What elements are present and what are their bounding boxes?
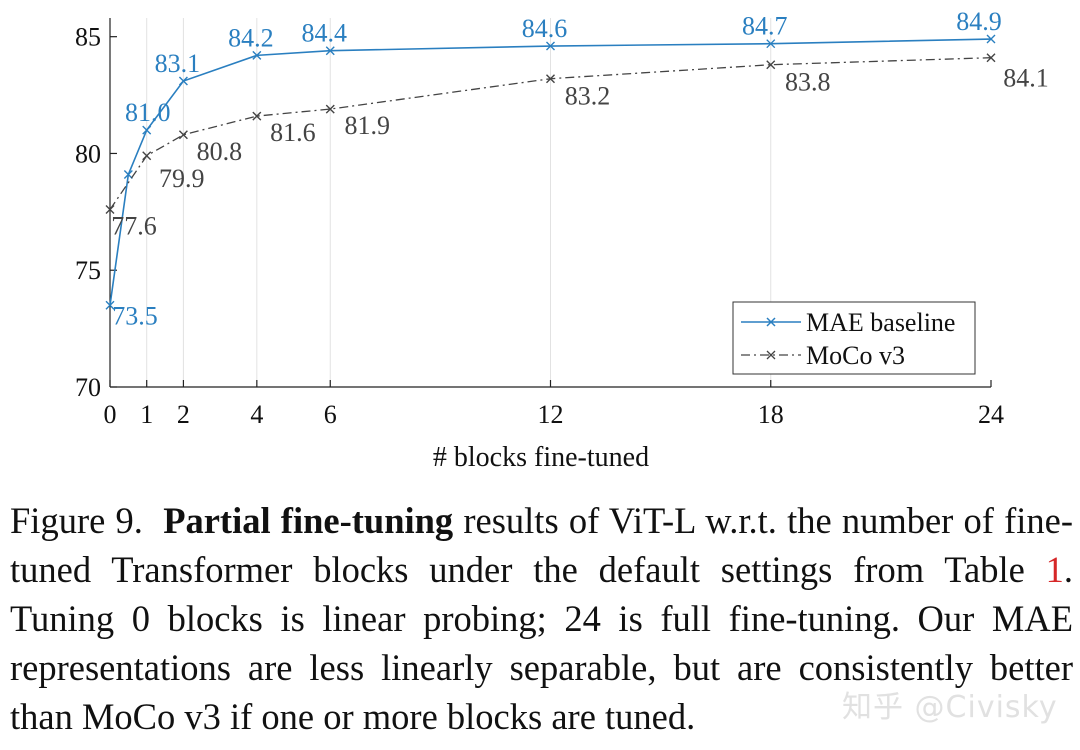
legend-marker-mae — [766, 317, 776, 327]
caption-text-1: results of ViT-L w.r.t. the number of fi… — [10, 500, 1073, 590]
x-tick-label-24: 24 — [978, 400, 1004, 429]
y-tick-label-85: 85 — [75, 23, 101, 52]
watermark: 知乎 @Civisky — [842, 690, 1058, 725]
grid-lines — [146, 18, 772, 387]
data-label-mae-4: 84.2 — [228, 23, 274, 52]
legend-label-moco: MoCo v3 — [806, 341, 905, 370]
marker-mae-5 — [325, 46, 335, 56]
marker-mae-4 — [252, 50, 262, 60]
legend-label-mae: MAE baseline — [806, 308, 955, 337]
marker-mae-0 — [105, 300, 115, 310]
caption-text-2: . Tuning 0 blocks is linear probing; 24 … — [10, 549, 1073, 737]
data-label-moco-3: 81.6 — [270, 118, 316, 147]
y-tick-label-75: 75 — [75, 256, 101, 285]
y-tick-label-80: 80 — [75, 139, 101, 168]
marker-mae-3 — [178, 76, 188, 86]
x-tick-label-0: 0 — [104, 400, 117, 429]
marker-mae-7 — [766, 39, 776, 49]
marker-moco-3 — [252, 111, 262, 121]
legend-marker-moco — [766, 350, 776, 360]
x-tick-label-4: 4 — [250, 400, 263, 429]
figure-caption: Figure 9. Partial fine-tuning results of… — [10, 496, 1073, 741]
data-label-moco-5: 83.2 — [565, 82, 611, 111]
data-label-moco-6: 83.8 — [785, 68, 831, 97]
legend-box — [732, 301, 976, 375]
marker-moco-6 — [766, 60, 776, 70]
marker-moco-0 — [105, 205, 115, 215]
data-label-mae-8: 84.9 — [956, 7, 1002, 36]
series — [105, 34, 996, 310]
marker-mae-6 — [546, 41, 555, 51]
data-label-moco-1: 79.9 — [159, 164, 205, 193]
caption-bold-title: Partial fine-tuning — [163, 500, 454, 541]
marker-mae-1 — [123, 169, 133, 179]
data-label-mae-5: 84.4 — [302, 19, 348, 48]
figure-label: Figure 9. — [10, 500, 143, 541]
data-label-moco-4: 81.9 — [345, 111, 391, 140]
x-axis-label: # blocks fine-tuned — [433, 442, 649, 473]
marker-mae-2 — [142, 125, 152, 135]
data-label-moco-2: 80.8 — [197, 137, 243, 166]
table-reference-link[interactable]: 1 — [1045, 549, 1064, 590]
marker-moco-2 — [178, 130, 188, 140]
marker-moco-1 — [142, 151, 152, 161]
x-tick-label-18: 18 — [758, 400, 784, 429]
data-label-moco-0: 77.6 — [111, 212, 157, 241]
x-tick-label-12: 12 — [538, 400, 564, 429]
data-label-mae-6: 84.6 — [522, 14, 568, 43]
x-tick-label-6: 6 — [324, 400, 337, 429]
marker-mae-8 — [986, 34, 996, 44]
legend: MAE baseline MoCo v3 — [732, 301, 976, 375]
data-label-mae-3: 83.1 — [155, 49, 201, 78]
data-label-moco-7: 84.1 — [1003, 64, 1049, 93]
data-labels: 73.5 81.0 83.1 84.2 84.4 84.6 84.7 84.9 77.679.9… — [111, 7, 1049, 330]
y-tick-label-70: 70 — [75, 373, 101, 402]
data-label-mae-0: 73.5 — [112, 301, 158, 330]
data-label-mae-2: 81.0 — [125, 98, 171, 127]
x-tick-label-1: 1 — [140, 400, 153, 429]
marker-moco-5 — [546, 74, 555, 84]
x-tick-label-2: 2 — [177, 400, 190, 429]
marker-moco-7 — [986, 53, 996, 63]
marker-moco-4 — [325, 104, 335, 114]
data-label-mae-7: 84.7 — [742, 12, 788, 41]
